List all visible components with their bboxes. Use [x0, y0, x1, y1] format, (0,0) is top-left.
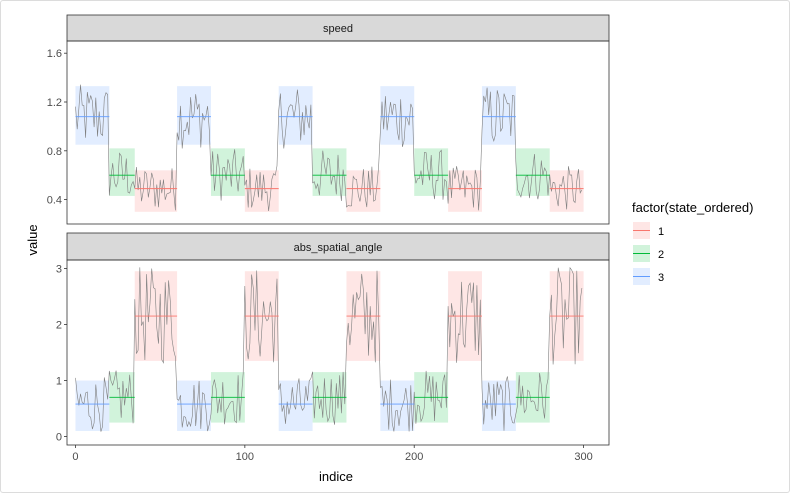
- y-tick-label: 0.8: [47, 146, 62, 158]
- x-tick-label: 0: [72, 451, 78, 463]
- legend-items: 1 2 3: [633, 222, 664, 285]
- state-bands-abs-spatial-angle: [75, 271, 584, 431]
- series-speed: [75, 84, 583, 212]
- y-tick-label: 1.6: [47, 48, 62, 60]
- state-band: [515, 148, 550, 196]
- strip-abs-spatial-angle: [66, 232, 610, 261]
- legend: factor(state_ordered) 1 2 3: [632, 200, 753, 285]
- legend-label: 2: [658, 249, 664, 261]
- state-band: [278, 86, 313, 145]
- y-axis-title: value: [25, 224, 40, 255]
- strip-label-abs-spatial-angle: abs_spatial_angle: [294, 242, 383, 254]
- state-band: [312, 148, 347, 196]
- y-axis-speed: 0.4 0.8 1.2 1.6: [47, 48, 67, 207]
- state-band: [380, 86, 415, 145]
- state-band: [177, 86, 211, 145]
- panel-abs-spatial-angle: abs_spatial_angle 0 1 2 3: [56, 232, 610, 446]
- state-band: [75, 86, 110, 145]
- x-tick-label: 300: [574, 451, 592, 463]
- y-axis-abs-spatial-angle: 0 1 2 3: [56, 263, 67, 444]
- x-axis: 0 100 200 300: [72, 445, 593, 463]
- state-band: [109, 148, 135, 196]
- legend-label: 1: [658, 226, 664, 238]
- x-axis-title: indice: [319, 469, 353, 484]
- x-tick-label: 100: [236, 451, 254, 463]
- y-tick-label: 0.4: [47, 195, 62, 207]
- state-band: [448, 170, 482, 212]
- y-tick-label: 0: [56, 432, 62, 444]
- state-band: [278, 380, 313, 431]
- value-trace: [75, 266, 583, 432]
- state-band: [244, 170, 279, 212]
- state-band: [75, 380, 110, 431]
- series-abs-spatial-angle: [75, 266, 583, 432]
- state-bands-speed: [75, 86, 584, 212]
- state-means-speed: [75, 116, 584, 190]
- strip-label-speed: speed: [323, 23, 353, 35]
- state-means-abs-spatial-angle: [75, 315, 584, 405]
- panel-border-abs-spatial-angle: [66, 259, 610, 446]
- panel-border-speed: [66, 40, 610, 225]
- value-trace: [75, 84, 583, 212]
- y-tick-label: 2: [56, 319, 62, 331]
- y-tick-label: 3: [56, 263, 62, 275]
- x-tick-label: 200: [405, 451, 423, 463]
- legend-label: 3: [658, 272, 664, 284]
- state-band: [210, 148, 245, 196]
- state-band: [134, 170, 178, 212]
- y-tick-label: 1.2: [47, 97, 62, 109]
- legend-title: factor(state_ordered): [632, 200, 753, 215]
- panel-speed: speed 0.4 0.8 1.2 1.6: [47, 14, 610, 225]
- y-tick-label: 1: [56, 376, 62, 388]
